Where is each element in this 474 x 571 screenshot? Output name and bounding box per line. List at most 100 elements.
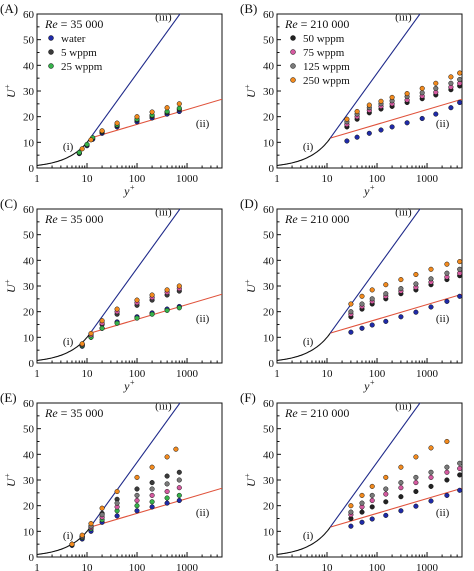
x-tick-label: 1: [34, 173, 40, 185]
data-point: [383, 318, 389, 324]
data-point: [448, 74, 454, 80]
data-point: [428, 498, 434, 504]
y-tick-label: 60: [263, 398, 275, 410]
data-point: [114, 306, 120, 312]
data-point: [398, 485, 404, 491]
data-point: [433, 85, 439, 91]
data-point: [149, 504, 155, 510]
data-point: [176, 101, 182, 107]
data-point: [398, 508, 404, 514]
data-point: [383, 486, 389, 492]
y-tick-label: 30: [263, 475, 275, 487]
y-tick-label: 0: [269, 552, 275, 564]
data-point: [444, 464, 450, 470]
x-tick-label: 1: [274, 562, 280, 571]
data-point: [348, 301, 354, 307]
data-point: [164, 473, 170, 479]
data-point: [433, 111, 439, 117]
x-tick-label: 1000: [176, 173, 199, 185]
data-point: [457, 266, 462, 272]
log-law-line: [90, 293, 222, 334]
x-tick-label: 10: [322, 368, 334, 380]
reynolds-label: Re = 35 000: [44, 212, 103, 226]
y-tick-label: 0: [29, 358, 35, 370]
data-point: [359, 509, 365, 515]
y-tick-label: 40: [23, 60, 35, 72]
data-point: [369, 322, 375, 328]
x-tick-label: 1000: [416, 562, 439, 571]
region-label-mdr: (iii): [395, 206, 412, 218]
data-point: [164, 287, 170, 293]
data-point: [88, 330, 94, 337]
x-tick-label: 10: [322, 562, 334, 571]
data-point: [404, 120, 410, 126]
data-point: [176, 105, 182, 111]
x-tick-label: 100: [369, 173, 386, 185]
data-point: [176, 485, 182, 491]
y-tick-label: 20: [263, 112, 275, 124]
data-point: [413, 309, 419, 315]
data-point: [383, 499, 389, 505]
data-point: [413, 281, 419, 287]
data-point: [149, 486, 155, 492]
legend-marker: [48, 49, 54, 55]
data-point: [389, 124, 395, 130]
legend-marker: [290, 77, 296, 83]
x-axis-label: y+: [123, 378, 135, 393]
y-tick-label: 60: [263, 9, 275, 21]
legend-label: 25 wppm: [61, 61, 103, 73]
data-point: [359, 325, 365, 331]
data-point: [398, 464, 404, 470]
y-tick-label: 20: [23, 501, 35, 513]
x-tick-label: 100: [129, 562, 146, 571]
data-point: [457, 487, 462, 493]
data-point: [348, 309, 354, 315]
data-point: [134, 114, 140, 120]
panel-label: (C): [0, 196, 17, 211]
data-point: [419, 85, 425, 91]
viscous-sublayer-line: [277, 332, 331, 361]
panel-label: (B): [240, 1, 257, 16]
log-law-line: [90, 98, 222, 139]
data-point: [457, 76, 462, 83]
data-point: [164, 495, 170, 501]
region-label-log: (ii): [196, 313, 210, 325]
data-point: [444, 492, 450, 498]
legend-label: 75 wppm: [303, 47, 345, 59]
data-point: [419, 90, 425, 96]
y-tick-label: 50: [23, 35, 35, 47]
log-law-line: [330, 293, 462, 334]
data-point: [419, 115, 425, 122]
x-axis-label: y+: [363, 378, 375, 393]
data-point: [369, 483, 375, 489]
viscous-sublayer-line: [277, 526, 331, 555]
data-point: [149, 292, 155, 298]
data-point: [149, 464, 155, 470]
data-point: [134, 497, 140, 504]
data-point: [366, 130, 372, 136]
x-tick-label: 1: [274, 173, 280, 185]
data-point: [149, 109, 155, 115]
panel-label: (E): [0, 390, 17, 405]
x-tick-label: 100: [129, 368, 146, 380]
data-point: [404, 91, 410, 97]
reynolds-label: Re = 35 000: [44, 17, 103, 31]
mdr-line: [329, 14, 421, 139]
reynolds-label: Re = 35 000: [44, 406, 103, 420]
data-point: [88, 137, 94, 143]
data-point: [164, 454, 170, 460]
x-tick-label: 10: [82, 173, 94, 185]
y-tick-label: 30: [23, 86, 35, 98]
y-tick-label: 0: [269, 358, 275, 370]
data-point: [444, 261, 450, 267]
data-point: [76, 150, 82, 156]
y-tick-label: 50: [263, 230, 275, 242]
data-point: [369, 504, 375, 510]
data-point: [398, 480, 404, 486]
data-point: [134, 315, 140, 321]
data-point: [359, 293, 365, 299]
region-label-log: (ii): [436, 118, 450, 130]
data-point: [79, 146, 85, 152]
region-label-log: (ii): [436, 313, 450, 325]
